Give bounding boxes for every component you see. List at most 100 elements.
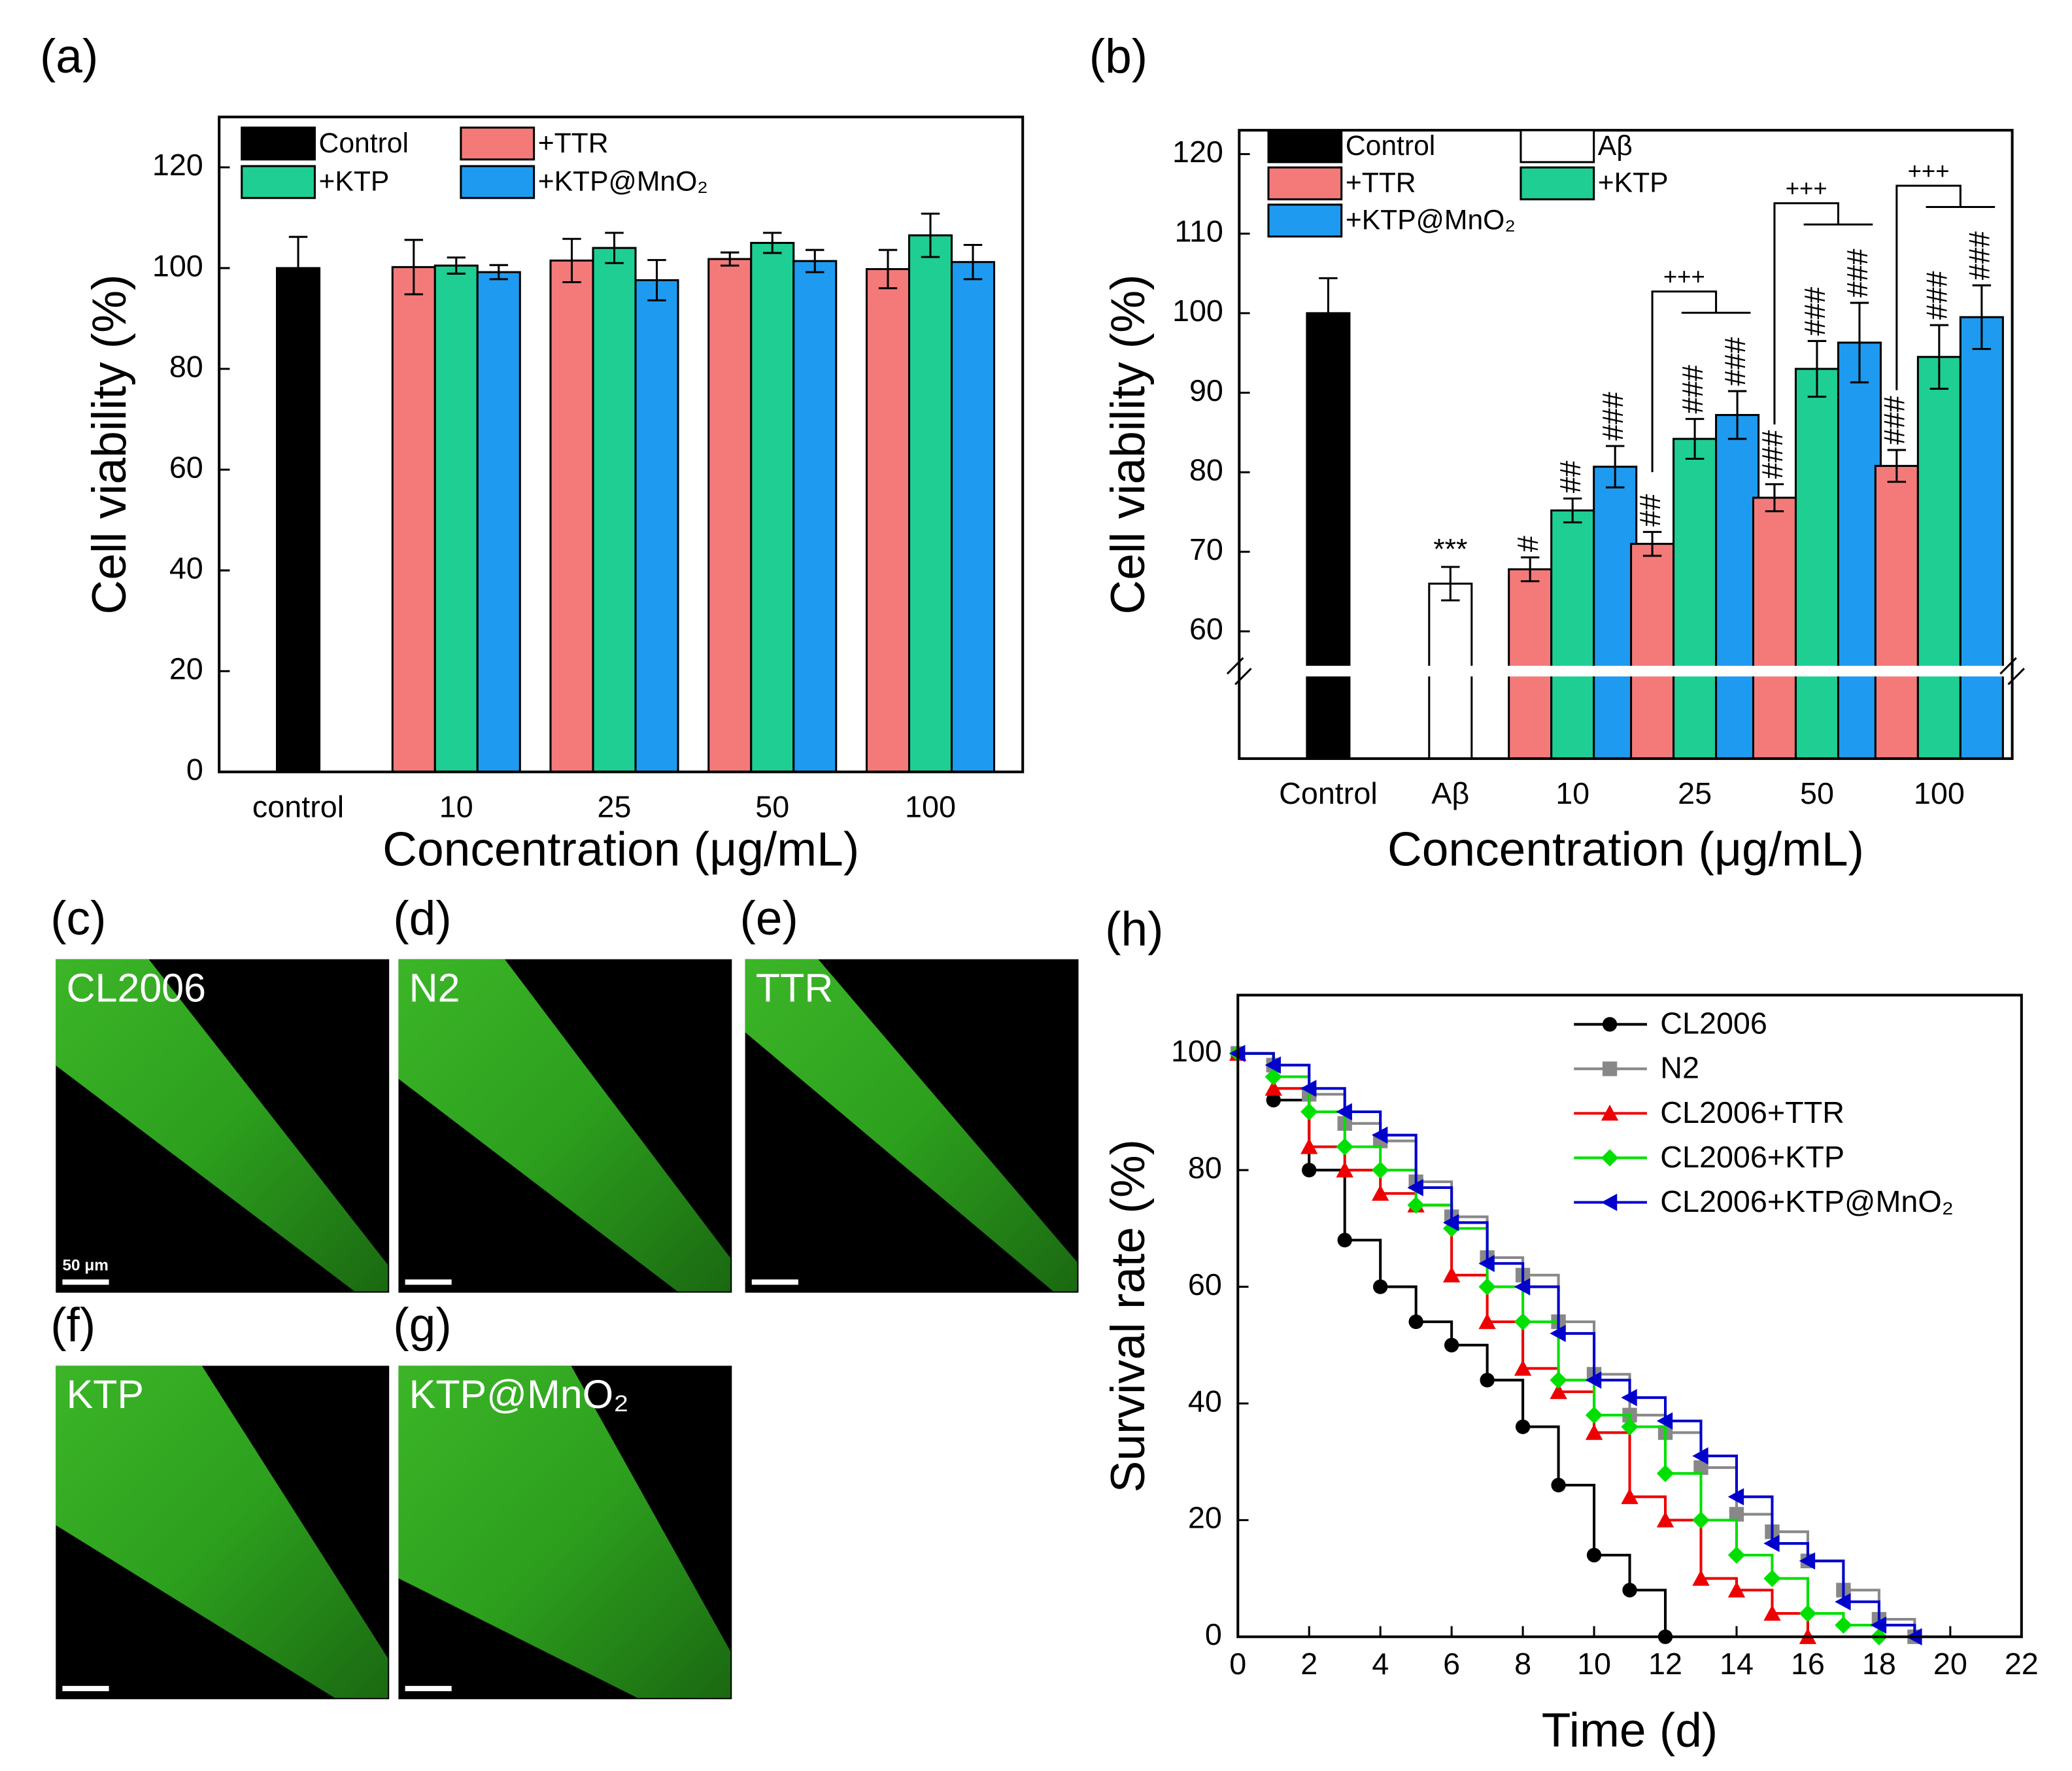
error-bar [1765,483,1784,513]
panel-label: (g) [393,1299,451,1352]
panel-label: (a) [40,30,98,83]
marker [1514,1360,1532,1376]
marker [1442,1214,1459,1231]
micrograph: KTP [56,1366,390,1700]
x-tick-label: 100 [1914,776,1965,810]
legend-label: CL2006+KTP@MnO₂ [1660,1184,1954,1218]
marker [1656,1464,1674,1483]
marker [1799,1604,1817,1623]
marker [1514,1278,1531,1296]
marker [1585,1406,1603,1424]
y-tick-label: 120 [152,148,203,182]
x-tick-label: 0 [1229,1647,1246,1681]
y-tick-label: 40 [1188,1384,1222,1418]
significance-label: ### [1842,249,1874,298]
scale-label: 50 μm [62,1256,108,1274]
x-axis-label: Concentration (μg/mL) [382,823,859,876]
y-tick-label: 80 [1188,1151,1222,1185]
y-tick-label: 0 [1205,1617,1222,1651]
significance-label: ### [1597,392,1629,441]
marker [1265,1080,1282,1096]
y-tick-label: 60 [1189,612,1223,646]
marker [1621,1388,1637,1407]
panel-label: (h) [1105,903,1163,955]
marker [1550,1383,1567,1400]
x-tick-label: Aβ [1431,776,1469,810]
error-bar [1685,418,1705,460]
marker [1371,1161,1389,1179]
x-tick-label: 50 [1800,776,1834,810]
bar [707,258,753,773]
bar [1673,438,1718,760]
micrograph: CL2006 50 μm [56,959,390,1293]
x-tick-label: 18 [1862,1647,1896,1681]
marker [1799,1552,1816,1570]
bar [1959,316,2004,760]
marker [1763,1534,1780,1553]
y-tick-label: 120 [1172,135,1223,169]
marker [1300,1080,1317,1097]
x-tick-label: Control [1279,776,1378,810]
y-tick-label: 0 [186,753,203,787]
y-tick-label: 20 [169,652,203,686]
marker [1727,1488,1744,1505]
bar [908,234,953,773]
x-tick-label: 25 [598,790,632,824]
bar [950,261,996,773]
marker [1407,1178,1423,1197]
x-tick-label: 100 [905,790,956,824]
marker [1550,1371,1567,1389]
x-tick-label: 4 [1372,1647,1389,1681]
significance-label: *** [1433,533,1467,565]
marker [1621,1418,1639,1436]
marker [1408,1314,1423,1330]
significance-label: ### [1677,365,1709,414]
step-line [1238,1052,1916,1637]
bar [750,241,795,773]
legend-label: +KTP [319,166,390,198]
legend-marker [1601,1149,1619,1167]
marker [1514,1313,1532,1331]
x-tick-label: control [252,790,344,824]
micrograph-label: KTP [67,1372,144,1417]
marker [1480,1373,1495,1388]
error-bar [921,213,940,258]
y-tick-label: 110 [1174,215,1223,249]
marker [1551,1477,1566,1493]
bar [1508,568,1553,760]
legend-marker [1602,1061,1618,1076]
marker [1586,1547,1602,1563]
marker [1585,1424,1603,1440]
significance-label: ### [1720,337,1752,386]
bar [1630,543,1675,760]
x-tick-label: 22 [2005,1647,2039,1681]
bar [549,259,594,773]
x-tick-label: 6 [1443,1647,1460,1681]
legend-swatch [241,126,316,161]
bracket-label: +++ [1663,263,1705,290]
significance-label: ### [1879,396,1911,445]
marker [1763,1570,1781,1587]
error-bar [605,232,624,264]
significance-label: ## [1635,494,1667,526]
error-bar [721,251,739,267]
micrograph: N2 [398,959,732,1293]
marker [1585,1371,1602,1389]
y-axis-label: Survival rate (%) [1102,1139,1155,1492]
legend-swatch [460,126,535,161]
x-tick-label: 2 [1300,1647,1317,1681]
legend-label: Control [1346,130,1435,162]
bar [865,267,911,773]
error-bar [489,264,509,281]
legend-marker [1601,1105,1619,1121]
legend-marker [1602,1017,1618,1032]
error-bar [1642,530,1662,557]
micrograph-label: CL2006 [67,966,206,1010]
significance-label: # [1512,536,1544,552]
bar [1550,509,1595,760]
y-tick-label: 80 [169,349,203,383]
marker [1550,1324,1566,1343]
marker [1300,1138,1318,1154]
error-bar [288,235,308,301]
x-axis-label: Concentration (μg/mL) [1387,823,1864,876]
